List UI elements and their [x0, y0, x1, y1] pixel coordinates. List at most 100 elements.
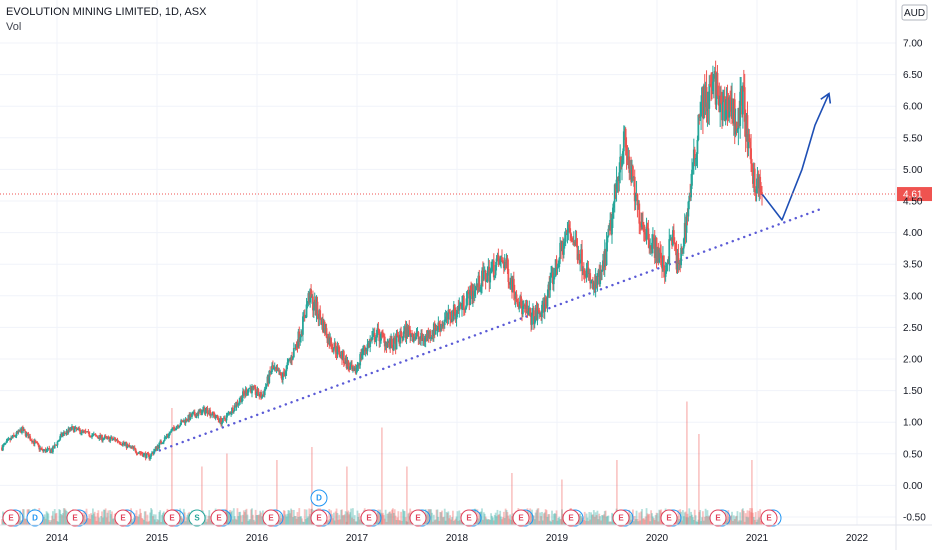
earnings-marker[interactable]: E: [2, 509, 24, 527]
earnings-marker[interactable]: E: [310, 509, 332, 527]
event-markers[interactable]: E D E E E S E E E D E E E E E E E E E: [2, 489, 782, 527]
earnings-marker[interactable]: E: [210, 509, 232, 527]
volume-bar: [306, 517, 309, 525]
volume-bars: [1, 401, 763, 525]
earnings-marker[interactable]: E: [409, 509, 431, 527]
projection-arrow[interactable]: [761, 93, 830, 221]
candle-body: [713, 71, 716, 75]
volume-bar: [656, 513, 659, 525]
candle-body: [721, 103, 723, 121]
candle-body: [659, 249, 662, 253]
candle-body: [233, 405, 236, 411]
volume-bar: [645, 508, 648, 525]
candle-body: [310, 289, 312, 298]
candle-body: [318, 310, 321, 319]
split-marker[interactable]: S: [188, 509, 206, 527]
volume-bar: [659, 510, 662, 525]
candle-body: [547, 284, 550, 297]
candle-body: [528, 308, 531, 312]
candle-body: [254, 387, 257, 395]
volume-bar: [760, 520, 762, 525]
candle-body: [755, 186, 758, 194]
earnings-marker[interactable]: E: [512, 509, 534, 527]
candle-body: [482, 270, 484, 280]
volume-bar: [281, 514, 283, 525]
volume-bar: [18, 516, 21, 525]
candle-body: [103, 436, 106, 439]
candle-body: [730, 99, 732, 117]
candle-body: [705, 87, 708, 112]
volume-bar: [695, 521, 698, 525]
candle-body: [702, 87, 704, 119]
candle-body: [386, 341, 389, 348]
candle-body: [282, 372, 285, 374]
candle-body: [538, 310, 541, 314]
candle-body: [455, 313, 458, 320]
trendline-layer[interactable]: [152, 207, 824, 454]
earnings-marker[interactable]: E: [66, 509, 88, 527]
currency-badge[interactable]: AUD: [901, 4, 928, 21]
earnings-marker[interactable]: E: [709, 509, 731, 527]
volume-bar: [205, 521, 208, 525]
earnings-marker[interactable]: E: [114, 509, 136, 527]
candle-body: [114, 438, 117, 441]
volume-bar: [309, 514, 312, 525]
candle-body: [749, 142, 752, 149]
earnings-marker[interactable]: E: [360, 509, 382, 527]
earnings-marker[interactable]: E: [760, 509, 782, 527]
volume-bar: [506, 512, 509, 525]
candle-body: [161, 443, 163, 445]
earnings-marker[interactable]: E: [460, 509, 482, 527]
volume-bar: [208, 510, 211, 525]
earnings-marker[interactable]: E: [262, 509, 284, 527]
candle-body: [756, 173, 759, 187]
volume-bar: [377, 509, 380, 525]
candle-body: [257, 389, 260, 396]
earnings-marker[interactable]: E: [660, 509, 682, 527]
candle-body: [410, 333, 412, 337]
volume-bar: [749, 508, 752, 525]
candle-body: [532, 310, 535, 325]
candle-body: [743, 87, 746, 122]
earnings-marker[interactable]: E: [163, 509, 185, 527]
volume-bar: [746, 510, 749, 525]
candle-body: [11, 437, 13, 439]
volume-bar: [385, 521, 388, 525]
volume-bar: [142, 518, 144, 525]
candle-body: [237, 403, 240, 405]
trendline[interactable]: [152, 207, 824, 454]
candle-body: [524, 305, 527, 310]
candle-body: [738, 107, 741, 126]
candle-body: [574, 239, 577, 246]
candle-body: [266, 376, 269, 385]
candle-body: [489, 271, 492, 283]
candle-body: [247, 388, 250, 393]
volume-bar: [682, 510, 684, 525]
candle-body: [48, 448, 51, 450]
volume-bar: [651, 513, 653, 525]
volume-bar: [481, 508, 483, 525]
volume-bar: [654, 515, 657, 525]
candle-body: [646, 226, 649, 229]
dividend-marker[interactable]: D: [26, 509, 44, 527]
volume-bar: [395, 520, 398, 525]
volume-bar: [494, 512, 497, 525]
volume-bar: [254, 509, 257, 525]
projection-arrow-layer[interactable]: [761, 92, 832, 221]
candle-body: [752, 171, 754, 184]
candle-body: [335, 352, 338, 355]
dividend-marker[interactable]: D: [310, 489, 328, 507]
candle-body: [758, 176, 761, 189]
candle-body: [42, 449, 44, 451]
volume-bar: [248, 519, 251, 525]
volume-bar: [340, 509, 342, 525]
volume-bar: [178, 521, 181, 525]
earnings-marker[interactable]: E: [562, 509, 584, 527]
candle-body: [639, 223, 642, 225]
candle-body: [71, 426, 73, 430]
earnings-marker[interactable]: E: [612, 509, 634, 527]
volume-spike: [276, 460, 278, 525]
volume-bar: [435, 509, 438, 525]
